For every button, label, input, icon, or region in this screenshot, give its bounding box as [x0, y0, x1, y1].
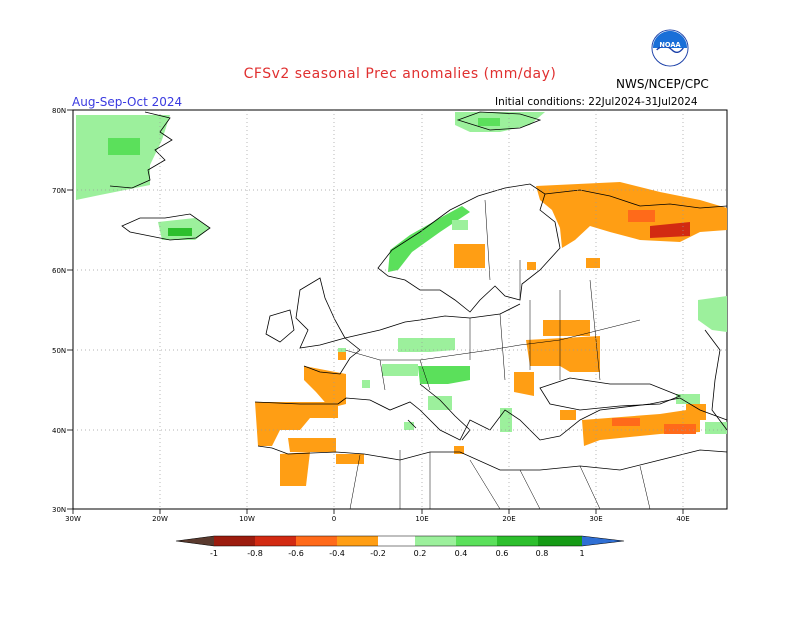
colorbar-swatch [456, 536, 497, 546]
italy-coastline [407, 383, 471, 441]
colorbar-swatch [538, 536, 582, 546]
colorbar-label: 0.4 [455, 549, 468, 558]
graticule [73, 110, 727, 509]
svalbard-coastline [456, 111, 542, 131]
italy-wet [428, 396, 452, 410]
morocco-dry [280, 452, 310, 486]
colorbar-label: -0.8 [247, 549, 263, 558]
colorbar-swatch [214, 536, 255, 546]
france-dry [304, 366, 346, 408]
longitude-labels: 30W 20W 10W 0 10E 20E 30E 40E [65, 515, 690, 523]
caucasus-dry [686, 404, 706, 420]
white-sea-dry-core [628, 210, 655, 222]
kanin-dry-core [650, 222, 690, 238]
colorbar: -1 -0.8 -0.6 -0.4 -0.2 0.2 0.4 0.6 0.8 1 [175, 535, 625, 558]
norway-north-wet [452, 220, 468, 230]
lon-label: 10E [415, 515, 428, 523]
lon-label: 30E [589, 515, 602, 523]
forecast-period: Aug-Sep-Oct 2024 [72, 95, 183, 109]
georgia-wet [676, 394, 700, 404]
russia-dry-dot [586, 258, 600, 268]
uk-coastline [295, 277, 346, 349]
kola-coastline [544, 189, 728, 209]
chart-title: CFSv2 seasonal Prec anomalies (mm/day) [243, 66, 557, 82]
brittany-dry-dot [338, 352, 346, 360]
svalbard-wet-core [478, 118, 500, 126]
colorbar-label: 1 [579, 549, 584, 558]
colorbar-swatch [415, 536, 456, 546]
greenland-wet-area [76, 115, 170, 200]
iceland-wet-core [168, 228, 192, 236]
caspian-coastline [704, 329, 728, 431]
colorbar-swatch [497, 536, 538, 546]
positive-anomaly-layer [76, 112, 727, 434]
belarus-dry [543, 320, 590, 336]
colorbar-label: -1 [210, 549, 218, 558]
lat-label: 80N [52, 107, 66, 115]
negative-anomaly-layer [255, 182, 727, 486]
colorbar-label: 0.6 [496, 549, 509, 558]
sweden-dry [454, 244, 485, 268]
lat-label: 60N [52, 267, 66, 275]
ireland-coastline [265, 309, 295, 343]
lon-label: 40E [676, 515, 689, 523]
initial-conditions: Initial conditions: 22Jul2024-31Jul2024 [495, 96, 698, 108]
spain-wet-dot [362, 380, 370, 388]
agency-label: NWS/NCEP/CPC [616, 77, 709, 91]
colorbar-label: -0.2 [370, 549, 386, 558]
caspian-wet [698, 296, 727, 332]
lon-label: 0 [332, 515, 336, 523]
iceland-coastline [121, 213, 211, 241]
turkey-dry [582, 408, 700, 446]
colorbar-high-arrow [582, 536, 624, 546]
lon-label: 20W [152, 515, 168, 523]
lat-label: 50N [52, 347, 66, 355]
alps-wet [418, 366, 470, 384]
andalusia-dry [288, 438, 336, 452]
colorbar-label: 0.8 [536, 549, 549, 558]
colorbar-swatch [378, 536, 415, 546]
alps-wet-light [382, 364, 418, 376]
black-sea-coastline [539, 377, 682, 411]
norway-coast-wet [388, 206, 470, 272]
colorbar-swatch [337, 536, 378, 546]
colorbar-outline [175, 535, 625, 547]
logo-text: NOAA [659, 41, 681, 49]
lon-label: 30W [65, 515, 81, 523]
east-turkey-dry-core [664, 424, 696, 434]
algeria-dry [336, 454, 364, 464]
noaa-logo-icon: NOAA [651, 29, 689, 67]
colorbar-low-arrow [176, 536, 214, 546]
greece-dry [560, 410, 576, 420]
ukraine-dry [526, 336, 600, 372]
colorbar-label: -0.4 [329, 549, 345, 558]
finland-dry-dot [527, 262, 536, 270]
turkey-dry-core [612, 418, 640, 426]
colorbar-swatch [296, 536, 337, 546]
map-frame [72, 109, 728, 510]
colorbar-label: -0.6 [288, 549, 304, 558]
romania-dry [514, 372, 534, 396]
latitude-labels: 80N 70N 60N 50N 40N 30N [52, 107, 66, 514]
colorbar-label: 0.2 [414, 549, 427, 558]
axis-ticks [67, 109, 684, 514]
continental-coastline [254, 303, 728, 471]
greenland-wet-core [108, 138, 140, 155]
lat-label: 70N [52, 187, 66, 195]
sicily-wet [404, 422, 414, 430]
lon-label: 20E [502, 515, 515, 523]
central-europe-wet [398, 338, 455, 352]
lon-label: 10W [239, 515, 255, 523]
lat-label: 40N [52, 427, 66, 435]
colorbar-swatch [255, 536, 296, 546]
scandinavia-coastline [377, 183, 561, 313]
adriatic-wet [500, 408, 512, 432]
iberia-dry [255, 402, 338, 446]
east-turkey-wet [705, 422, 727, 434]
lat-label: 30N [52, 506, 66, 514]
